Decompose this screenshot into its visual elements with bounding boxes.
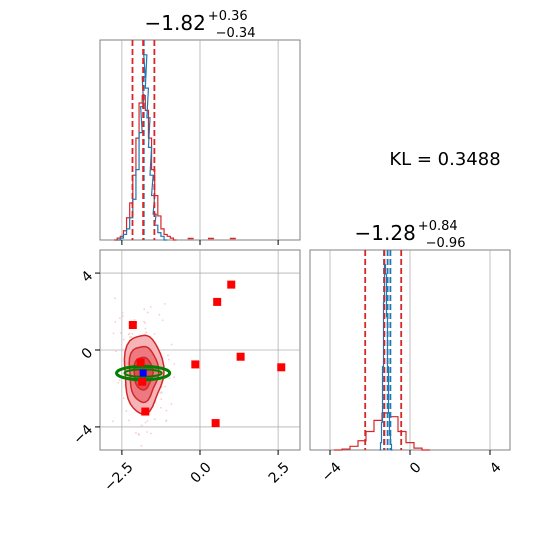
red-square-marker-1 — [213, 297, 222, 306]
red-square-marker-3 — [136, 358, 145, 367]
scatter-sample — [168, 377, 171, 380]
scatter-sample — [115, 350, 117, 353]
scatter-sample — [153, 418, 156, 421]
scatter-sample — [121, 315, 124, 318]
scatter-sample — [158, 313, 161, 316]
scatter-sample — [173, 376, 175, 378]
scatter-sample — [149, 306, 152, 308]
histogram-panel-param2-quantile-lines — [364, 250, 403, 450]
ellipse-inner — [123, 368, 163, 378]
histogram-panel-param2: −4 0 4 −1.28 +0.84 −0.96 — [309, 219, 511, 485]
scatter-sample — [129, 336, 131, 338]
scatter-sample — [121, 311, 124, 314]
red-square-marker-4 — [191, 360, 200, 369]
histogram-panel-param1-grid — [121, 40, 279, 240]
scatter-sample — [137, 433, 140, 435]
histogram-param2-title: −1.28 +0.84 −0.96 — [355, 219, 466, 251]
scatter-sample — [133, 318, 136, 321]
red-square-marker-7 — [138, 377, 147, 386]
kl-divergence-label: KL = 0.3488 — [389, 149, 500, 170]
x-tick-label-1: 0 — [407, 459, 425, 477]
x-tick-label-1: 0.0 — [188, 459, 215, 486]
scatter-sample — [145, 331, 148, 334]
scatter-sample — [117, 381, 120, 384]
scatter-sample — [159, 406, 162, 409]
scatter-sample — [118, 317, 121, 320]
y-tick-label-2: 4 — [79, 268, 97, 286]
scatter-sample — [128, 419, 130, 422]
scatter-sample — [112, 332, 115, 335]
red-square-marker-2 — [128, 321, 137, 329]
scatter-sample — [164, 385, 167, 388]
scatter-sample — [146, 311, 149, 314]
scatter-sample — [165, 419, 168, 422]
scatter-sample — [144, 322, 146, 324]
scatter-sample — [144, 327, 147, 330]
histogram-param1-title-value: −1.82 — [145, 11, 206, 35]
blue-center-marker — [139, 369, 147, 377]
red-square-marker-0 — [227, 280, 236, 289]
histogram-param1-title-upper: +0.36 — [208, 9, 248, 24]
scatter-sample — [146, 420, 149, 422]
scatter-panel-param1-param2: −2.5 0.0 2.5 −4 0 4 — [70, 249, 301, 495]
scatter-sample — [146, 431, 148, 433]
histogram-series-b — [114, 94, 177, 241]
scatter-sample — [170, 403, 173, 405]
histogram-param2-title-lower: −0.96 — [426, 236, 466, 251]
scatter-sample — [120, 332, 122, 334]
scatter-sample — [170, 343, 173, 346]
scatter-sample — [159, 392, 162, 395]
x-tick-label-0: −2.5 — [101, 459, 136, 494]
histogram-panel-param1-quantile-lines — [131, 40, 156, 240]
scatter-sample — [114, 321, 117, 323]
histogram-panel-param1: −1.82 +0.36 −0.34 — [99, 9, 301, 245]
scatter-sample — [173, 363, 176, 365]
y-tick-label-0: −4 — [70, 422, 96, 448]
histogram-param2-title-upper: +0.84 — [418, 219, 458, 234]
scatter-sample — [135, 432, 137, 434]
scatter-sample — [168, 358, 170, 361]
scatter-sample — [128, 332, 131, 335]
scatter-sample — [153, 333, 156, 335]
x-tick-label-0: −4 — [319, 459, 345, 485]
histogram-panel-param2-ticks: −4 0 4 — [319, 450, 505, 485]
scatter-sample — [114, 297, 116, 300]
scatter-sample — [160, 391, 163, 394]
red-square-marker-9 — [211, 419, 220, 428]
histogram-panel-param1-ticks — [121, 240, 279, 245]
scatter-sample — [118, 379, 121, 382]
histogram-param1-title: −1.82 +0.36 −0.34 — [145, 9, 256, 41]
scatter-sample — [163, 302, 166, 305]
scatter-sample — [165, 409, 168, 412]
x-tick-label-2: 4 — [487, 459, 505, 477]
histogram-panel-param2-grid — [329, 250, 491, 450]
scatter-sample — [131, 333, 134, 335]
red-square-marker-6 — [277, 363, 286, 372]
scatter-sample — [161, 319, 164, 322]
histogram-param1-title-lower: −0.34 — [216, 26, 256, 41]
scatter-sample — [143, 320, 145, 323]
scatter-sample — [143, 308, 146, 311]
scatter-sample — [167, 354, 169, 357]
red-square-marker-5 — [236, 352, 245, 361]
x-tick-label-2: 2.5 — [266, 459, 293, 486]
scatter-sample — [122, 338, 125, 341]
scatter-sample — [140, 424, 143, 427]
y-tick-label-1: 0 — [79, 345, 97, 363]
scatter-sample — [149, 432, 152, 435]
scatter-sample — [140, 444, 143, 447]
histogram-param2-title-value: −1.28 — [355, 221, 416, 245]
scatter-sample — [160, 398, 163, 400]
scatter-sample — [125, 410, 128, 412]
scatter-panel-markers — [128, 280, 286, 428]
scatter-sample — [122, 397, 125, 400]
scatter-sample — [144, 421, 147, 424]
red-square-marker-8 — [141, 407, 150, 416]
scatter-sample — [112, 420, 114, 423]
